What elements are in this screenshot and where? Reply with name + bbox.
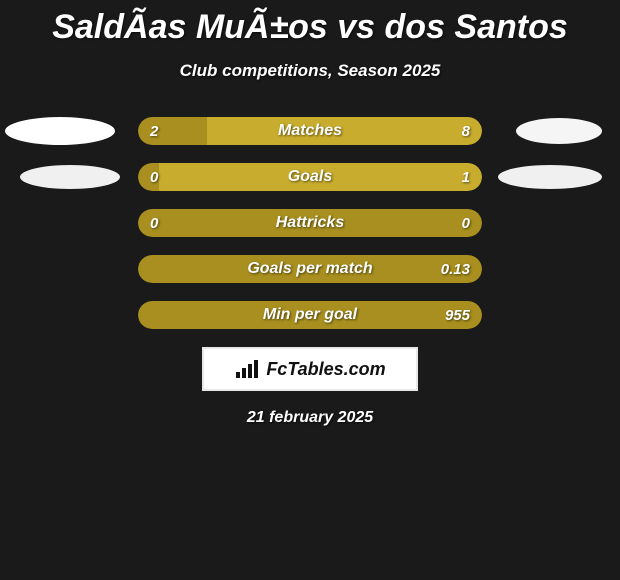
stat-row: 01Goals: [0, 163, 620, 191]
stat-left-value: 0: [150, 163, 158, 191]
stat-row: 00Hattricks: [0, 209, 620, 237]
stat-row: 0.13Goals per match: [0, 255, 620, 283]
bar-fill-right: [207, 117, 482, 145]
stat-bar: 00Hattricks: [138, 209, 482, 237]
bar-fill: [138, 209, 482, 237]
stat-right-value: 0: [462, 209, 470, 237]
stat-right-value: 0.13: [441, 255, 470, 283]
bar-chart-icon: [234, 358, 260, 380]
right-marker: [516, 118, 602, 144]
stat-bar: 0.13Goals per match: [138, 255, 482, 283]
stats-area: 28Matches01Goals00Hattricks0.13Goals per…: [0, 117, 620, 329]
stat-bar: 01Goals: [138, 163, 482, 191]
page-title: SaldÃ­as MuÃ±os vs dos Santos: [0, 0, 620, 47]
stat-left-value: 0: [150, 209, 158, 237]
source-logo: FcTables.com: [202, 347, 418, 391]
right-marker: [498, 165, 602, 189]
stat-bar: 955Min per goal: [138, 301, 482, 329]
date-text: 21 february 2025: [0, 409, 620, 427]
bar-fill: [138, 255, 482, 283]
bar-fill-left: [138, 117, 207, 145]
stat-right-value: 955: [445, 301, 470, 329]
logo-text: FcTables.com: [266, 359, 385, 380]
stat-row: 955Min per goal: [0, 301, 620, 329]
stat-right-value: 1: [462, 163, 470, 191]
stat-right-value: 8: [462, 117, 470, 145]
left-marker: [20, 165, 120, 189]
stat-bar: 28Matches: [138, 117, 482, 145]
left-marker: [5, 117, 115, 145]
bar-fill-right: [159, 163, 482, 191]
bar-fill: [138, 301, 482, 329]
stat-row: 28Matches: [0, 117, 620, 145]
subtitle: Club competitions, Season 2025: [0, 61, 620, 81]
stat-left-value: 2: [150, 117, 158, 145]
